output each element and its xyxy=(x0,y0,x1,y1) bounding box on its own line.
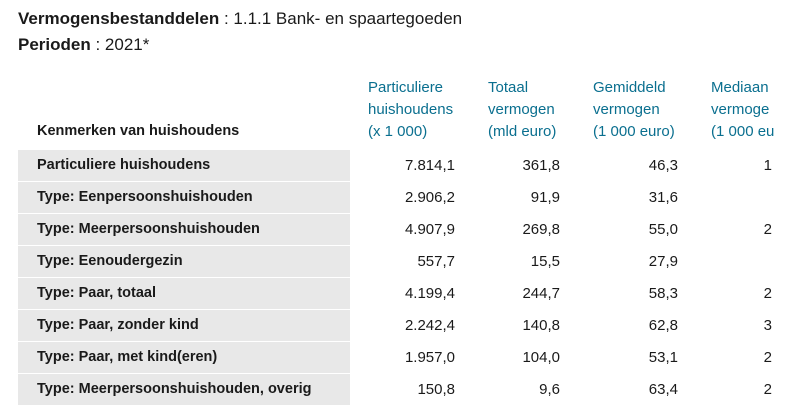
cell-value: 2 xyxy=(763,349,772,366)
row-label-background xyxy=(18,278,350,309)
row-label-background xyxy=(18,342,350,373)
row-label: Type: Paar, totaal xyxy=(37,285,156,301)
cell-value: 140,8 xyxy=(522,317,560,334)
period-value: : 2021* xyxy=(90,35,150,54)
column-header: Particuliere xyxy=(368,79,444,96)
title-label: Vermogensbestanddelen xyxy=(18,9,220,28)
cell-value: 244,7 xyxy=(522,285,560,302)
cell-value: 2 xyxy=(763,221,772,238)
row-label: Type: Meerpersoonshuishouden xyxy=(37,221,260,237)
cell-value: 361,8 xyxy=(522,157,560,174)
cell-value: 62,8 xyxy=(648,317,678,334)
cell-value: 53,1 xyxy=(648,349,678,366)
column-header: vermogen xyxy=(488,101,555,118)
cell-value: 63,4 xyxy=(648,381,678,398)
period-line: Perioden : 2021* xyxy=(18,35,149,55)
title-line: Vermogensbestanddelen : 1.1.1 Bank- en s… xyxy=(18,9,462,29)
row-label: Type: Eenpersoonshuishouden xyxy=(37,189,253,205)
cell-value: 46,3 xyxy=(648,157,678,174)
cell-value: 91,9 xyxy=(530,189,560,206)
cell-value: 58,3 xyxy=(648,285,678,302)
column-header: (1 000 euro) xyxy=(593,123,675,140)
row-label: Type: Paar, zonder kind xyxy=(37,317,199,333)
column-header: Gemiddeld xyxy=(593,79,666,96)
period-label: Perioden xyxy=(18,35,91,54)
cell-value: 7.814,1 xyxy=(404,157,455,174)
cell-value: 55,0 xyxy=(648,221,678,238)
column-header: Mediaan xyxy=(711,79,769,96)
cell-value: 15,5 xyxy=(530,253,560,270)
row-header: Kenmerken van huishoudens xyxy=(37,123,240,139)
column-header: vermoge xyxy=(711,101,770,118)
cell-value: 9,6 xyxy=(539,381,560,398)
column-header: (mld euro) xyxy=(488,123,557,140)
cell-value: 27,9 xyxy=(648,253,678,270)
cell-value: 1 xyxy=(763,157,772,174)
column-header: Totaal xyxy=(488,79,529,96)
row-label-background xyxy=(18,246,350,277)
cell-value: 557,7 xyxy=(417,253,455,270)
cell-value: 269,8 xyxy=(522,221,560,238)
cell-value: 2 xyxy=(763,381,772,398)
row-label: Type: Eenoudergezin xyxy=(37,253,183,269)
column-header: (1 000 eu xyxy=(711,123,775,140)
row-label-background xyxy=(18,150,350,181)
row-label: Type: Paar, met kind(eren) xyxy=(37,349,218,365)
column-header: (x 1 000) xyxy=(368,123,428,140)
row-label-background xyxy=(18,374,350,405)
cell-value: 3 xyxy=(763,317,772,334)
cell-value: 2 xyxy=(763,285,772,302)
cell-value: 31,6 xyxy=(648,189,678,206)
row-label-background xyxy=(18,310,350,341)
title-value: : 1.1.1 Bank- en spaartegoeden xyxy=(219,9,463,28)
cell-value: 2.906,2 xyxy=(404,189,455,206)
row-label: Type: Meerpersoonshuishouden, overig xyxy=(37,381,312,397)
row-label-background xyxy=(18,214,350,245)
cell-value: 2.242,4 xyxy=(404,317,455,334)
cell-value: 4.199,4 xyxy=(404,285,455,302)
cell-value: 1.957,0 xyxy=(404,349,455,366)
row-label-background xyxy=(18,182,350,213)
column-header: vermogen xyxy=(593,101,660,118)
column-header: huishoudens xyxy=(368,101,454,118)
cell-value: 104,0 xyxy=(522,349,560,366)
row-label: Particuliere huishoudens xyxy=(37,157,211,173)
cell-value: 150,8 xyxy=(417,381,455,398)
cell-value: 4.907,9 xyxy=(404,221,455,238)
